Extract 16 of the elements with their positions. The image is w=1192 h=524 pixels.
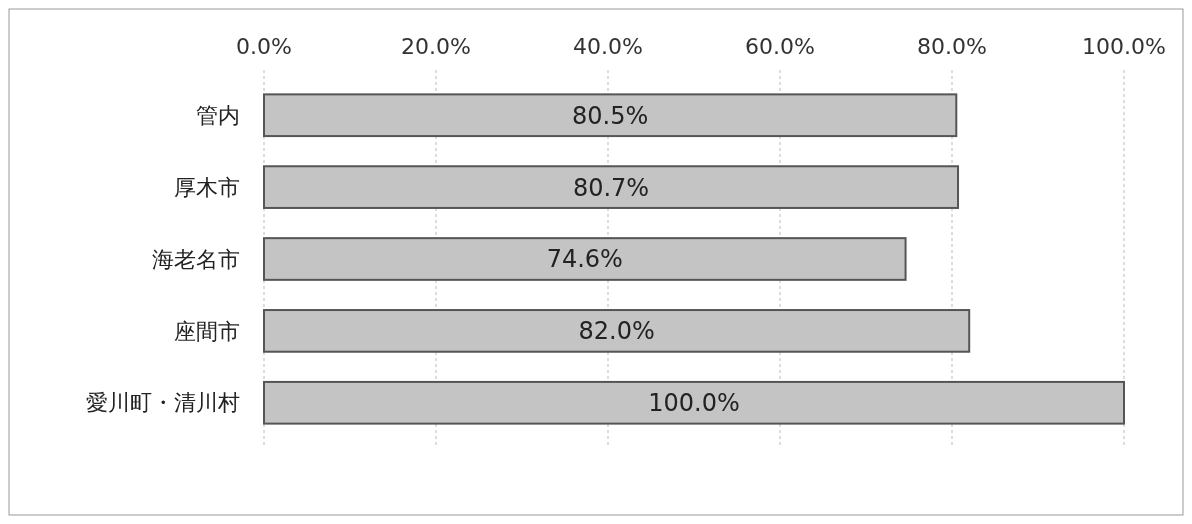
x-tick-label: 80.0% xyxy=(917,34,987,59)
data-label: 100.0% xyxy=(648,389,740,418)
y-tick-label: 座間市 xyxy=(174,318,240,344)
y-tick-label: 厚木市 xyxy=(174,174,240,200)
y-tick-label: 愛川町・清川村 xyxy=(86,390,240,416)
data-label: 74.6% xyxy=(546,245,623,274)
x-tick-label: 100.0% xyxy=(1082,34,1166,59)
x-tick-label: 0.0% xyxy=(236,34,292,59)
data-label: 82.0% xyxy=(578,317,655,346)
data-label: 80.7% xyxy=(572,173,650,202)
x-tick-label: 20.0% xyxy=(401,34,471,59)
data-label: 80.5% xyxy=(572,101,649,130)
y-tick-label: 海老名市 xyxy=(152,246,240,272)
y-tick-label: 管内 xyxy=(196,102,240,128)
x-tick-label: 40.0% xyxy=(573,34,643,59)
x-tick-label: 60.0% xyxy=(745,34,815,59)
